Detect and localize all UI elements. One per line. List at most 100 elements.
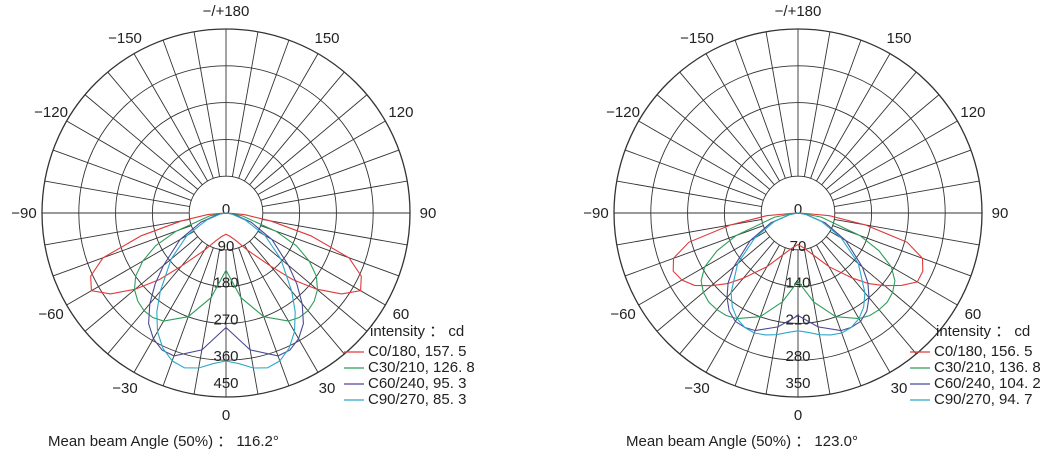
grid-spoke bbox=[816, 244, 891, 373]
grid-spoke bbox=[107, 240, 203, 355]
grid-spoke bbox=[262, 180, 408, 208]
angle-tick-label: −30 bbox=[112, 380, 137, 397]
legend-entry: C90/270, 94. 7 bbox=[934, 391, 1032, 408]
grid-spoke bbox=[705, 244, 780, 373]
grid-spoke bbox=[821, 71, 917, 186]
grid-spoke bbox=[133, 53, 208, 182]
grid-spoke bbox=[84, 94, 199, 190]
grid-spoke bbox=[257, 231, 386, 306]
angle-tick-label: −120 bbox=[606, 104, 640, 121]
grid-spoke bbox=[834, 218, 980, 246]
grid-spoke bbox=[816, 53, 891, 182]
angle-tick-label: 120 bbox=[960, 104, 985, 121]
legend-entry: C90/270, 85. 3 bbox=[368, 391, 466, 408]
radial-tick-label: 210 bbox=[785, 311, 810, 328]
grid-spoke bbox=[765, 249, 793, 395]
series-curve bbox=[726, 212, 870, 332]
grid-spoke bbox=[238, 39, 290, 179]
grid-spoke bbox=[253, 236, 368, 332]
grid-spoke bbox=[832, 149, 972, 201]
angle-tick-label: −60 bbox=[610, 306, 635, 323]
grid-spoke bbox=[656, 94, 771, 190]
grid-spoke bbox=[803, 31, 831, 177]
grid-spoke bbox=[260, 149, 400, 201]
polar-chart-svg-right: 0 30 60 90 120 150 −/+180 −150 −120 −90 −60 −30 0 70 1… bbox=[583, 3, 1041, 424]
angle-tick-label: 0 bbox=[794, 407, 802, 424]
polar-chart-left: 0 30 60 90 120 150 −/+180 −150 −120 −90 −60 −30 0 90 1… bbox=[11, 3, 475, 450]
grid-spoke bbox=[734, 39, 786, 179]
legend-entry: C0/180, 157. 5 bbox=[368, 343, 466, 360]
grid-spoke bbox=[249, 71, 345, 186]
grid-spoke bbox=[765, 31, 793, 177]
radial-tick-label: 350 bbox=[785, 375, 810, 392]
grid-spoke bbox=[107, 71, 203, 186]
angle-tick-label: 90 bbox=[420, 205, 437, 222]
grid-spoke bbox=[638, 231, 767, 306]
series-curve bbox=[148, 212, 304, 357]
angle-tick-label: −60 bbox=[38, 306, 63, 323]
angle-tick-label: −/+180 bbox=[203, 3, 250, 20]
angle-tick-label: −150 bbox=[680, 30, 714, 47]
grid-spoke bbox=[705, 53, 780, 182]
angle-tick-label: 30 bbox=[319, 380, 336, 397]
legend-entry: C60/240, 95. 3 bbox=[368, 375, 466, 392]
grid-spoke bbox=[638, 120, 767, 195]
grid-spoke bbox=[679, 71, 775, 186]
legend-title: intensity ： cd bbox=[370, 323, 464, 340]
grid-spoke bbox=[616, 218, 762, 246]
series-curve bbox=[700, 212, 896, 320]
angle-tick-label: −120 bbox=[34, 104, 68, 121]
angle-tick-label: 60 bbox=[965, 306, 982, 323]
grid-spoke bbox=[810, 39, 862, 179]
grid-spoke bbox=[66, 120, 195, 195]
grid-spoke bbox=[84, 236, 199, 332]
angle-tick-label: 0 bbox=[222, 407, 230, 424]
mean-beam-angle-right: Mean beam Angle (50%) ： 123.0° bbox=[626, 433, 858, 450]
radial-tick-label: 450 bbox=[213, 375, 238, 392]
legend-entry: C30/210, 136. 8 bbox=[934, 359, 1041, 376]
legend-entry: C60/240, 104. 2 bbox=[934, 375, 1041, 392]
grid-spoke bbox=[66, 231, 195, 306]
radial-tick-label: 0 bbox=[794, 201, 802, 218]
grid-spoke bbox=[825, 94, 940, 190]
angle-tick-label: −150 bbox=[108, 30, 142, 47]
series-curve bbox=[90, 212, 362, 295]
grid-spoke bbox=[244, 53, 319, 182]
grid-spoke bbox=[656, 236, 771, 332]
angle-tick-label: −90 bbox=[11, 205, 36, 222]
legend-entry: C30/210, 126. 8 bbox=[368, 359, 475, 376]
grid-spoke bbox=[616, 180, 762, 208]
grid-spoke bbox=[829, 231, 958, 306]
angle-tick-label: 60 bbox=[393, 306, 410, 323]
grid-spoke bbox=[257, 120, 386, 195]
angle-tick-label: −30 bbox=[684, 380, 709, 397]
grid-spoke bbox=[253, 94, 368, 190]
angle-tick-label: −90 bbox=[583, 205, 608, 222]
radial-tick-label: 280 bbox=[785, 348, 810, 365]
grid-spoke bbox=[44, 218, 190, 246]
angle-tick-label: −/+180 bbox=[775, 3, 822, 20]
radial-tick-label: 70 bbox=[790, 238, 807, 255]
grid-spoke bbox=[249, 240, 345, 355]
polar-grid bbox=[41, 28, 411, 398]
grid-spoke bbox=[825, 236, 940, 332]
grid-spoke bbox=[262, 218, 408, 246]
mean-beam-angle-left: Mean beam Angle (50%) ： 116.2° bbox=[48, 433, 279, 450]
grid-spoke bbox=[231, 31, 259, 177]
grid-spoke bbox=[44, 180, 190, 208]
grid-spoke bbox=[832, 225, 972, 277]
series-curve bbox=[156, 212, 296, 369]
grid-spoke bbox=[260, 225, 400, 277]
radial-tick-label: 360 bbox=[213, 348, 238, 365]
radial-tick-label: 270 bbox=[213, 311, 238, 328]
series-curve bbox=[730, 212, 866, 336]
legend-entry: C0/180, 156. 5 bbox=[934, 343, 1032, 360]
grid-spoke bbox=[244, 244, 319, 373]
grid-spoke bbox=[829, 120, 958, 195]
grid-spoke bbox=[193, 31, 221, 177]
polar-chart-svg-left: 0 30 60 90 120 150 −/+180 −150 −120 −90 −60 −30 0 90 1… bbox=[11, 3, 475, 424]
grid-spoke bbox=[624, 149, 764, 201]
radial-tick-label: 90 bbox=[218, 238, 235, 255]
grid-spoke bbox=[803, 249, 831, 395]
grid-spoke bbox=[834, 180, 980, 208]
